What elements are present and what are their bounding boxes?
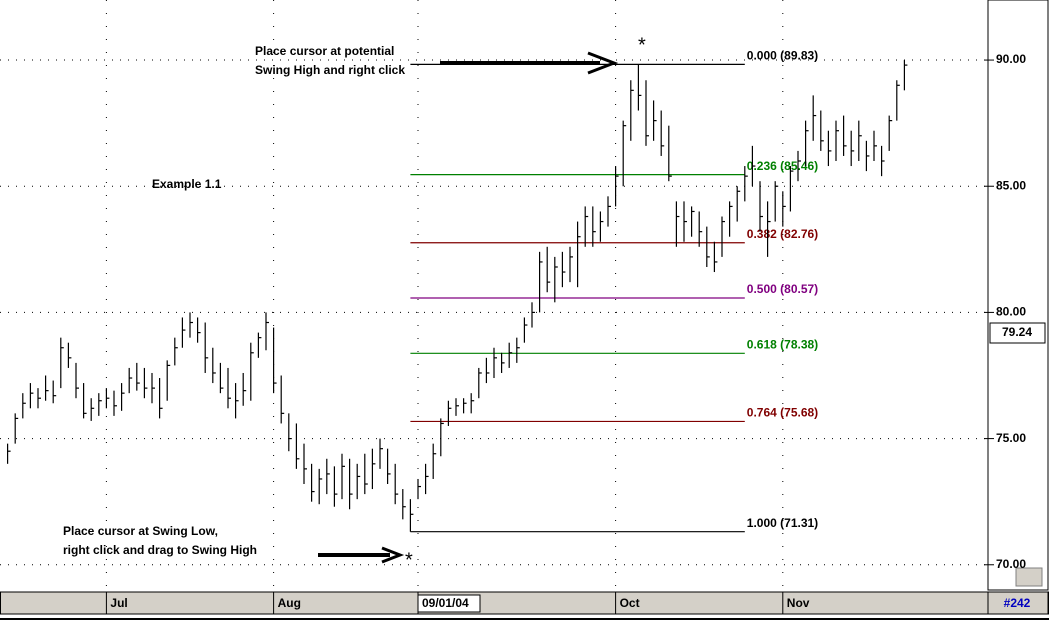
- annotation: Place cursor at potential: [255, 44, 394, 58]
- annotation: Place cursor at Swing Low,: [63, 524, 218, 538]
- arrow-head: [587, 51, 619, 75]
- annotation: right click and drag to Swing High: [63, 543, 257, 557]
- x-tick-label: Aug: [278, 596, 301, 610]
- fib-label: 0.382 (82.76): [747, 227, 818, 241]
- x-tick-label: Oct: [620, 596, 640, 610]
- x-axis-strip: [0, 591, 1049, 615]
- fib-label: 0.500 (80.57): [747, 282, 818, 296]
- fib-label: 0.236 (85.46): [747, 159, 818, 173]
- scale-icon: [1015, 567, 1043, 587]
- right-axis-panel: [987, 0, 1049, 591]
- last-price: 79.24: [1002, 325, 1032, 339]
- x-tick-label: Nov: [787, 596, 810, 610]
- arrow-head: [381, 546, 405, 564]
- y-tick-label: 75.00: [996, 431, 1026, 445]
- fib-label: 0.764 (75.68): [747, 406, 818, 420]
- id-box: [987, 591, 1049, 615]
- fib-label: 1.000 (71.31): [747, 516, 818, 530]
- annotations: Example 1.1 Place cursor at potential Sw…: [63, 34, 646, 571]
- y-tick-label: 70.00: [996, 557, 1026, 571]
- fib-label: 0.000 (89.83): [747, 49, 818, 63]
- fib-label: 0.618 (78.38): [747, 337, 818, 351]
- y-tick-label: 85.00: [996, 178, 1026, 192]
- asterisk: *: [638, 34, 646, 56]
- last-price-box: [989, 322, 1046, 344]
- chart-title: Example 1.1: [152, 177, 222, 191]
- x-tick-label: 09/01/04: [422, 596, 469, 610]
- cursor-date-box: [417, 594, 481, 613]
- bars: [6, 60, 908, 532]
- asterisk: *: [405, 549, 413, 571]
- y-tick-label: 80.00: [996, 305, 1026, 319]
- chart-id: #242: [1004, 596, 1031, 610]
- x-tick-label: Jul: [110, 596, 127, 610]
- annotation: Swing High and right click: [255, 63, 405, 77]
- y-tick-label: 90.00: [996, 52, 1026, 66]
